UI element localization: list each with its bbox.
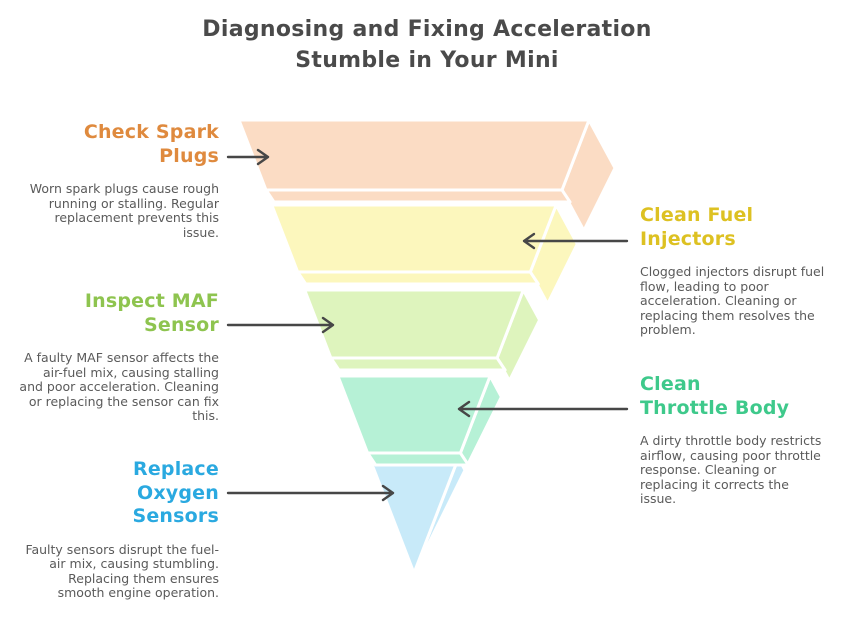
step-desc-replace-oxygen-sensors: Faulty sensors disrupt the fuel-air mix,…	[25, 541, 219, 601]
funnel-step-5-front	[368, 456, 460, 575]
funnel-step-3-bottom	[329, 356, 507, 372]
step-block-replace-oxygen-sensors: Replace Oxygen Sensors Faulty sensors di…	[19, 458, 219, 601]
funnel-step-4-front	[336, 374, 492, 455]
connector-arrow-5	[226, 484, 395, 502]
step-desc-inspect-maf-sensor: A faulty MAF sensor affects the air-fuel…	[19, 350, 219, 424]
connector-arrow-1	[226, 148, 270, 166]
step-label-clean-fuel-injectors: Clean Fuel Injectors	[640, 204, 754, 250]
funnel-step-3-front	[303, 288, 525, 360]
step-block-inspect-maf-sensor: Inspect MAF Sensor A faulty MAF sensor a…	[19, 290, 219, 424]
funnel-step-1-bottom	[264, 188, 572, 204]
step-block-check-spark-plugs: Check Spark Plugs Worn spark plugs cause…	[19, 121, 219, 240]
funnel-step-4-bottom	[366, 451, 470, 467]
connector-arrow-3	[226, 316, 335, 334]
step-label-clean-throttle-body: Clean Throttle Body	[640, 373, 790, 419]
funnel-step-1-front	[237, 118, 591, 192]
funnel-step-2-front	[270, 203, 558, 274]
step-block-clean-throttle-body: Clean Throttle Body A dirty throttle bod…	[640, 373, 825, 507]
connector-arrow-2	[522, 232, 629, 250]
step-desc-clean-throttle-body: A dirty throttle body restricts airflow,…	[640, 433, 822, 507]
page-title-line2: Stumble in Your Mini	[295, 48, 559, 73]
step-label-check-spark-plugs: Check Spark Plugs	[83, 121, 219, 167]
step-label-inspect-maf-sensor: Inspect MAF Sensor	[84, 290, 219, 336]
step-block-clean-fuel-injectors: Clean Fuel Injectors Clogged injectors d…	[640, 204, 825, 338]
funnel-step-2-bottom	[296, 270, 540, 286]
step-label-replace-oxygen-sensors: Replace Oxygen Sensors	[132, 458, 219, 527]
connector-arrow-4	[457, 400, 629, 418]
page-title-line1: Diagnosing and Fixing Acceleration	[202, 17, 652, 42]
step-desc-check-spark-plugs: Worn spark plugs cause rough running or …	[29, 181, 219, 240]
step-desc-clean-fuel-injectors: Clogged injectors disrupt fuel flow, lea…	[640, 264, 825, 338]
page-title: Diagnosing and Fixing Acceleration Stumb…	[0, 14, 854, 76]
